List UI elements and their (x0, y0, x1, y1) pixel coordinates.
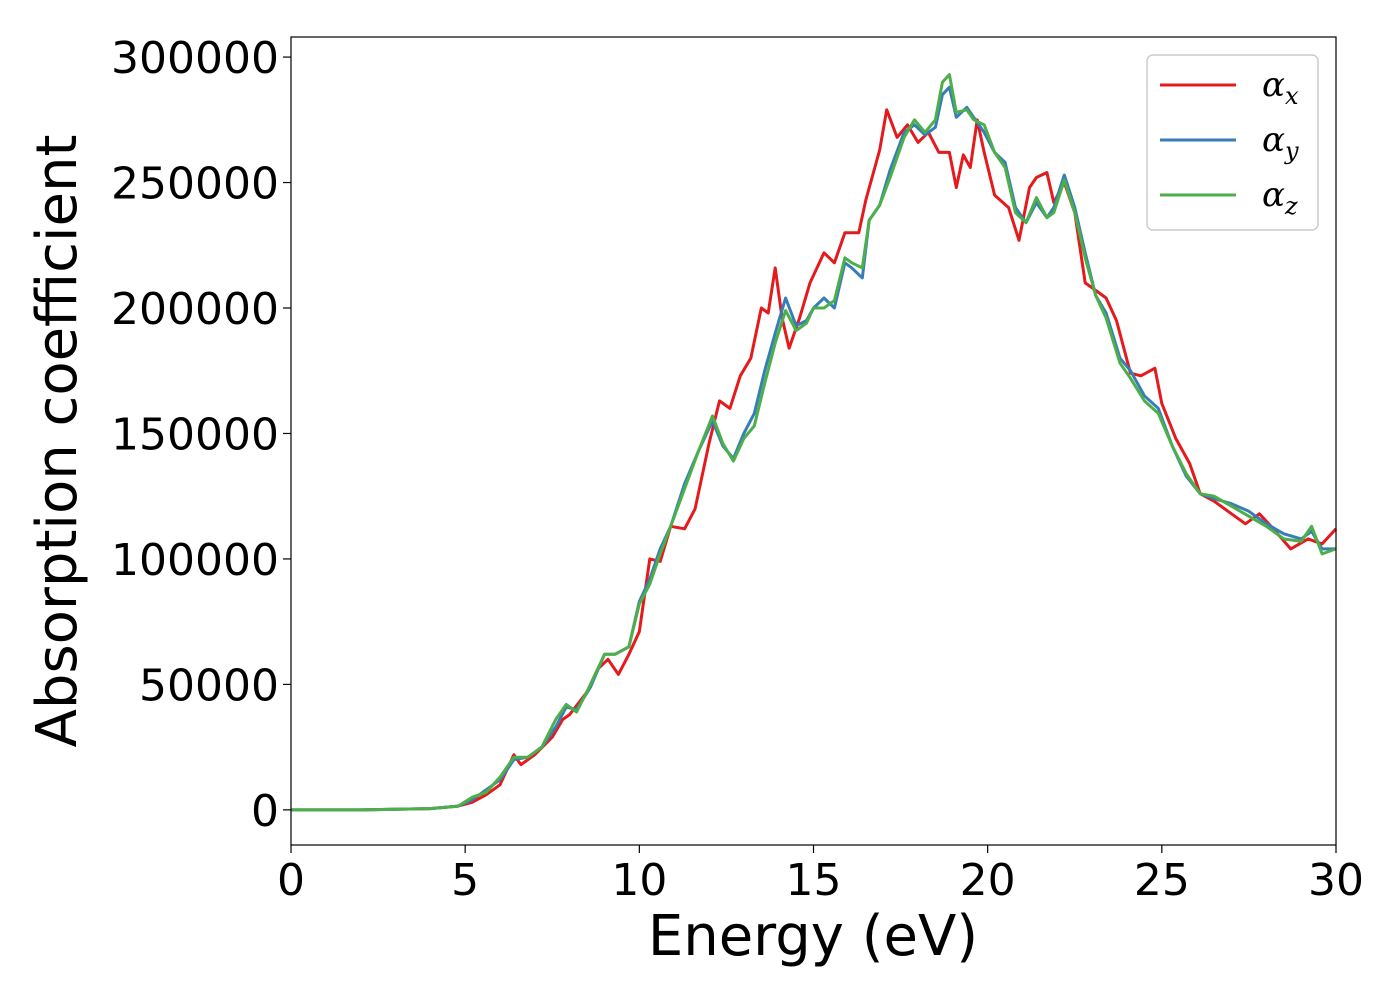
x-tick-label: 30 (1308, 855, 1364, 906)
series-lines (291, 73, 1338, 812)
x-axis: 0 5 10 15 20 25 30 (277, 845, 1364, 906)
y-tick-label: 200000 (111, 284, 279, 335)
y-tick-label: 250000 (111, 159, 279, 210)
legend-box (1146, 54, 1319, 231)
x-tick-label: 10 (611, 855, 667, 906)
y-tick-label: 50000 (139, 660, 279, 711)
x-tick-label: 25 (1134, 855, 1190, 906)
y-axis-title: Absorption coefficient (25, 135, 90, 748)
y-tick-label: 300000 (111, 33, 279, 84)
x-axis-title: Energy (eV) (648, 904, 978, 969)
x-tick-label: 5 (451, 855, 479, 906)
x-tick-label: 20 (960, 855, 1016, 906)
y-tick-label: 100000 (111, 535, 279, 586)
x-tick-label: 0 (277, 855, 305, 906)
x-tick-label: 15 (786, 855, 842, 906)
y-tick-label: 150000 (111, 409, 279, 460)
y-tick-label: 0 (251, 786, 279, 837)
series-line-alpha-z (291, 73, 1337, 812)
y-axis: 0 50000 100000 150000 200000 250000 300000 (111, 33, 291, 837)
